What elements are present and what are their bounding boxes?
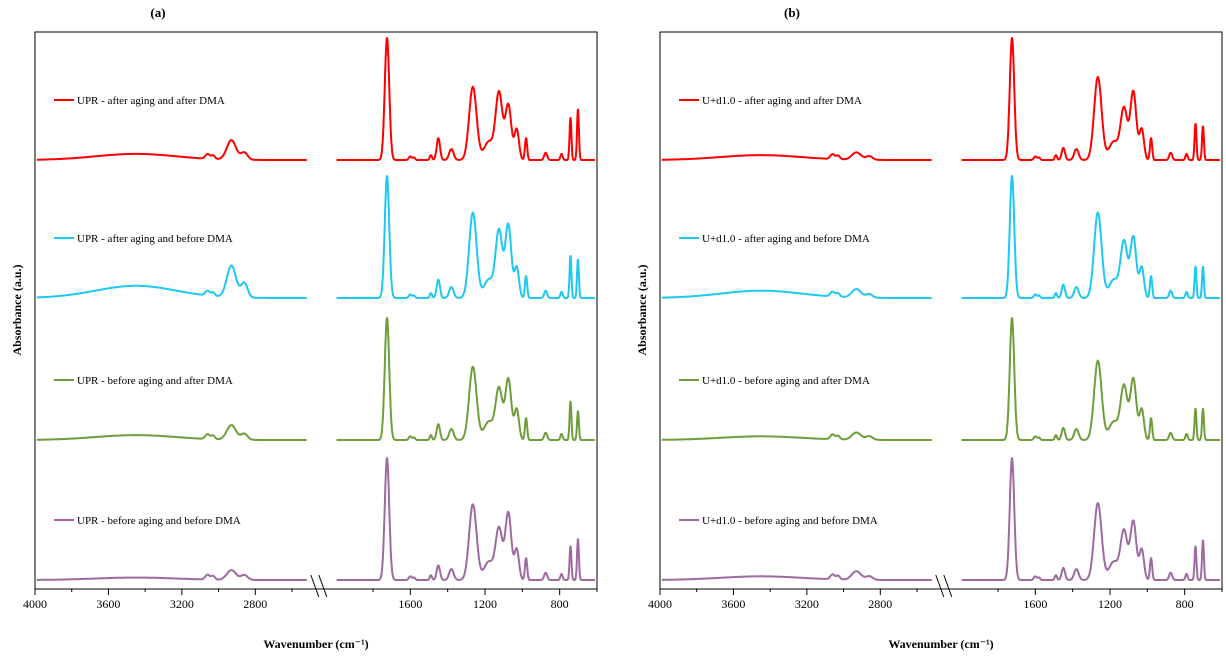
panel-b-spectrum-line xyxy=(661,37,1221,161)
panel-b-spectrum-line xyxy=(661,457,1221,581)
panel-a: (a) Absorbance (a.u.) Wavenumber (cm⁻¹) … xyxy=(10,5,598,651)
panel-a-x-tick-label: 2800 xyxy=(243,597,267,611)
panel-b-legend-label: U+d1.0 - after aging and after DMA xyxy=(702,95,862,107)
panel-b-axis-break-mark xyxy=(935,574,945,598)
panel-b-x-tick-label: 800 xyxy=(1176,597,1194,611)
panel-b-x-tick-label: 3200 xyxy=(795,597,819,611)
panel-b-legend-label: U+d1.0 - before aging and before DMA xyxy=(702,515,878,527)
panel-b-legend-label: U+d1.0 - after aging and before DMA xyxy=(702,233,870,245)
panel-a-label: (a) xyxy=(150,5,165,20)
panel-b-x-tick-label: 1200 xyxy=(1098,597,1122,611)
panel-a-legend-label: UPR - before aging and after DMA xyxy=(77,375,233,387)
panel-b-x-tick-label: 4000 xyxy=(648,597,672,611)
panel-b-x-tick-label: 2800 xyxy=(868,597,892,611)
panel-b-spectrum-line xyxy=(661,175,1221,299)
panel-a-legend-label: UPR - after aging and before DMA xyxy=(77,233,233,245)
panel-b-label: (b) xyxy=(784,5,800,20)
panel-a-x-tick-label: 4000 xyxy=(23,597,47,611)
panel-b-plot-frame xyxy=(659,31,1223,590)
panel-a-axis-break-mark xyxy=(318,574,328,598)
panel-a-x-tick-label: 3600 xyxy=(96,597,120,611)
panel-b-spectrum-line xyxy=(661,317,1221,441)
panel-a-plot-frame xyxy=(34,31,598,590)
panel-b-axis-break-mark xyxy=(943,574,953,598)
panel-a-x-tick-label: 800 xyxy=(551,597,569,611)
panel-b-x-axis-title: Wavenumber (cm⁻¹) xyxy=(888,637,993,651)
panel-b-y-axis-title: Absorbance (a.u.) xyxy=(635,264,649,355)
panel-a-spectrum-line xyxy=(36,317,596,441)
panel-b-legend-label: U+d1.0 - before aging and after DMA xyxy=(702,375,870,387)
panel-a-spectrum-line xyxy=(36,37,596,161)
panel-b-x-tick-label: 3600 xyxy=(721,597,745,611)
panel-b-x-tick-label: 1600 xyxy=(1023,597,1047,611)
panel-a-axis-break-mark xyxy=(310,574,320,598)
panel-a-legend: UPR - after aging and after DMA UPR - aft… xyxy=(54,95,241,527)
panel-a-spectra xyxy=(36,37,596,581)
panel-b-spectra xyxy=(661,37,1221,581)
panel-a-legend-label: UPR - after aging and after DMA xyxy=(77,95,225,107)
panel-b: (b) Absorbance (a.u.) Wavenumber (cm⁻¹) … xyxy=(635,5,1223,651)
panel-a-spectrum-line xyxy=(36,175,596,299)
panel-a-x-tick-label: 1200 xyxy=(473,597,497,611)
panel-a-x-tick-label: 3200 xyxy=(170,597,194,611)
panel-a-x-tick-label: 1600 xyxy=(398,597,422,611)
panel-b-x-axis: 4000 3600 3200 2800 1600 1200 800 xyxy=(648,574,1223,611)
panel-a-legend-label: UPR - before aging and before DMA xyxy=(77,515,241,527)
panel-a-x-axis-title: Wavenumber (cm⁻¹) xyxy=(263,637,368,651)
panel-a-y-axis-title: Absorbance (a.u.) xyxy=(10,264,24,355)
panel-b-legend: U+d1.0 - after aging and after DMA U+d1.0… xyxy=(679,95,878,527)
panel-a-spectrum-line xyxy=(36,457,596,581)
panel-a-x-axis: 4000 3600 3200 2800 1600 1200 800 xyxy=(23,574,598,611)
